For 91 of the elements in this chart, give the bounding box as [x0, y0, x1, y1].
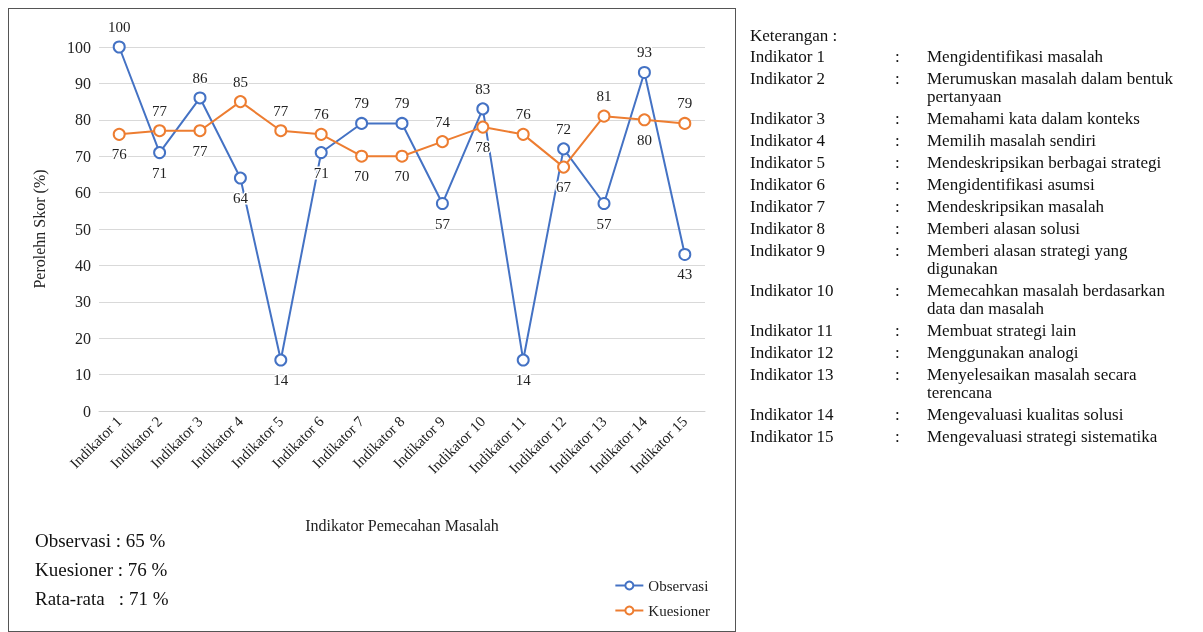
- data-label: 76: [313, 106, 330, 123]
- data-label: 77: [192, 142, 208, 159]
- point: [678, 116, 692, 130]
- y-tick-label: 80: [75, 111, 91, 129]
- text: Indikator 15 : Mengevaluasi strategi sistematika: [750, 427, 1158, 446]
- point: [112, 127, 126, 141]
- point: [637, 65, 651, 79]
- point: [557, 160, 571, 174]
- data-label: 14: [515, 372, 532, 389]
- data-label: 77: [273, 102, 289, 119]
- text: Keterangan :: [750, 26, 839, 46]
- text: Indikator 13 : Menyelesaikan masalah secara terencana: [750, 365, 1137, 402]
- text: Indikator 10 : Memecahkan masalah berdasarkan data dan masalah: [750, 281, 1165, 318]
- data-label: 67: [556, 179, 572, 196]
- point: [557, 142, 571, 156]
- y-tick-label: 100: [67, 38, 91, 56]
- point: [678, 247, 692, 261]
- y-tick-label: 70: [75, 147, 91, 165]
- data-label: 74: [434, 113, 451, 130]
- point: [476, 120, 490, 134]
- y-tick-label: 10: [75, 366, 91, 384]
- point: [193, 124, 207, 138]
- data-label: 57: [434, 215, 451, 232]
- text: Indikator 1 : Mengidentifikasi masalah: [750, 47, 1104, 66]
- point: [153, 146, 167, 160]
- data-label: 70: [394, 168, 410, 185]
- text: Indikator 8 : Memberi alasan solusi: [750, 219, 1080, 238]
- text: Indikator 14 : Mengevaluasi kualitas solusi: [750, 405, 1124, 424]
- text: Indikator 4 : Memilih masalah sendiri: [750, 131, 1097, 150]
- point: [153, 124, 167, 138]
- legend-label: Kuesioner: [648, 602, 711, 619]
- data-label: 79: [354, 95, 370, 112]
- data-label: 79: [677, 95, 693, 112]
- data-label: 77: [152, 102, 168, 119]
- point: [395, 116, 409, 130]
- text: Indikator 12 : Menggunakan analogi: [750, 343, 1079, 362]
- x-axis-title: Indikator Pemecahan Masalah: [305, 516, 499, 534]
- data-label: 100: [107, 19, 131, 35]
- data-label: 76: [111, 146, 128, 163]
- y-tick-label: 0: [83, 402, 91, 420]
- point: [314, 146, 328, 160]
- point: [516, 353, 530, 367]
- y-tick-label: 50: [75, 220, 91, 238]
- point: [435, 135, 449, 149]
- point: [597, 197, 611, 211]
- text: Indikator 6 : Mengidentifikasi asumsi: [750, 175, 1095, 194]
- text: Indikator 9 : Memberi alasan strategi yang digunakan: [750, 241, 1128, 278]
- data-label: 43: [677, 266, 693, 283]
- point: [233, 171, 247, 185]
- text: Kuesioner : 76 %: [35, 559, 168, 580]
- point: [637, 113, 651, 127]
- data-label: 71: [152, 164, 168, 181]
- y-tick-label: 30: [75, 293, 91, 311]
- data-label: 14: [273, 372, 289, 389]
- y-tick-label: 60: [75, 184, 91, 202]
- data-label: 85: [232, 73, 248, 90]
- point: [233, 95, 247, 109]
- point: [274, 353, 288, 367]
- point: [476, 102, 490, 116]
- data-label: 83: [475, 80, 491, 97]
- text: Indikator 5 : Mendeskripsikan berbagai strategi: [750, 153, 1162, 172]
- text: Rata-rata : 71 %: [35, 588, 169, 609]
- y-tick-label: 20: [75, 329, 91, 347]
- legend-label: Observasi: [648, 577, 709, 594]
- data-label: 79: [394, 95, 410, 112]
- data-label: 86: [192, 69, 208, 86]
- y-tick-label: 90: [75, 74, 91, 92]
- data-label: 81: [596, 88, 612, 105]
- data-label: 93: [636, 44, 652, 61]
- text: Indikator 3 : Memahami kata dalam konteks: [750, 109, 1140, 128]
- point: [274, 124, 288, 138]
- y-axis-title: Perolehn Skor (%): [30, 169, 49, 289]
- point: [355, 149, 369, 163]
- text: Indikator 7 : Mendeskripsikan masalah: [750, 197, 1105, 216]
- point: [395, 149, 409, 163]
- point: [355, 116, 369, 130]
- point: [597, 109, 611, 123]
- text: Observasi : 65 %: [35, 530, 166, 551]
- point: [314, 127, 328, 141]
- data-label: 76: [515, 106, 532, 123]
- text: Indikator 11 : Membuat strategi lain: [750, 321, 1077, 340]
- data-label: 80: [636, 131, 652, 148]
- point: [193, 91, 207, 105]
- point: [516, 127, 530, 141]
- point: [435, 197, 449, 211]
- y-tick-label: 40: [75, 256, 91, 274]
- text: Indikator 2 : Merumuskan masalah dalam bentuk pertanyaan: [750, 69, 1173, 106]
- data-label: 57: [596, 215, 612, 232]
- point: [112, 40, 126, 54]
- data-label: 70: [354, 168, 370, 185]
- data-label: 72: [556, 120, 572, 137]
